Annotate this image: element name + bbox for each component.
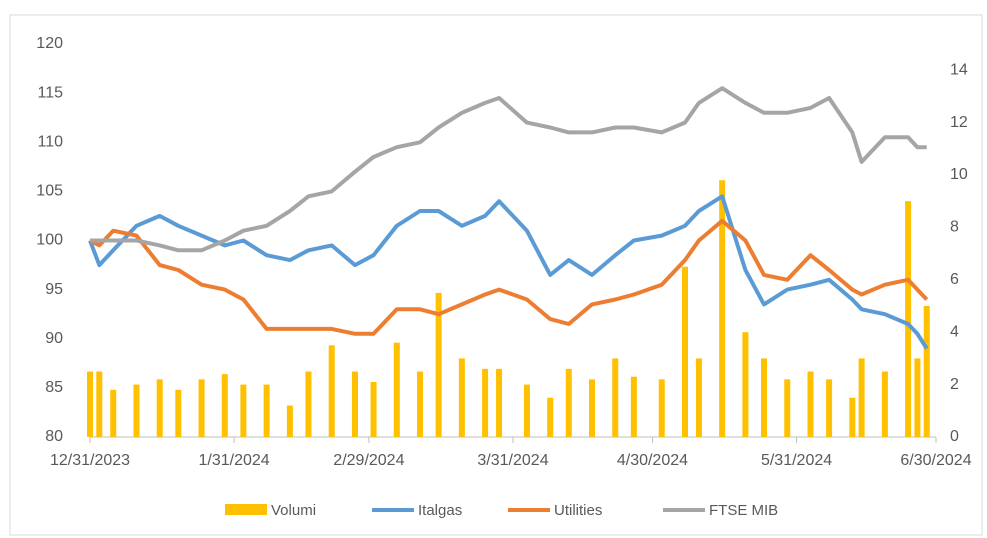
bar — [351, 371, 358, 437]
y-tick-label: 110 — [37, 133, 63, 150]
y-tick-label: 115 — [37, 84, 63, 101]
y-tick-label: 105 — [36, 183, 63, 200]
x-tick-label: 5/31/2024 — [761, 452, 832, 469]
bar — [784, 379, 791, 437]
bar — [914, 358, 921, 437]
x-tick-label: 3/31/2024 — [477, 452, 548, 469]
bar — [807, 371, 814, 437]
bar — [133, 384, 140, 437]
bar — [881, 371, 888, 437]
bar — [826, 379, 833, 437]
x-tick-label: 12/31/2023 — [50, 452, 130, 469]
x-tick-label: 4/30/2024 — [617, 452, 688, 469]
bar — [849, 397, 856, 437]
bar — [175, 389, 182, 437]
bar — [110, 389, 117, 437]
bar — [681, 266, 688, 437]
y2-tick-label: 10 — [950, 166, 968, 183]
bar — [240, 384, 247, 437]
y-tick-label: 95 — [45, 281, 63, 298]
y2-tick-label: 12 — [950, 114, 968, 131]
bar — [305, 371, 312, 437]
bar — [905, 201, 912, 437]
y-tick-label: 90 — [45, 330, 63, 347]
legend-label: FTSE MIB — [709, 502, 778, 519]
bar — [482, 368, 489, 437]
bar — [87, 371, 93, 437]
x-tick-label: 6/30/2024 — [900, 452, 971, 469]
y-tick-label: 85 — [45, 379, 63, 396]
bar — [612, 358, 619, 437]
bar — [263, 384, 270, 437]
y2-tick-label: 14 — [950, 61, 968, 78]
bar — [630, 376, 637, 437]
legend-label: Utilities — [554, 502, 602, 519]
bar — [221, 374, 228, 437]
bar — [198, 379, 205, 437]
legend-label: Volumi — [271, 502, 316, 519]
y-tick-label: 80 — [45, 428, 63, 445]
bar — [435, 292, 442, 437]
bar — [658, 379, 665, 437]
bar — [156, 379, 163, 437]
y2-tick-label: 0 — [950, 428, 959, 445]
y2-tick-label: 4 — [950, 323, 959, 340]
y2-tick-label: 2 — [950, 376, 959, 393]
bar — [417, 371, 424, 437]
bar — [719, 180, 726, 438]
legend-label: Italgas — [418, 502, 462, 519]
line — [90, 86, 927, 253]
legend-swatch — [225, 504, 267, 515]
bar — [565, 368, 572, 437]
y-tick-label: 100 — [36, 232, 63, 249]
bar — [547, 397, 554, 437]
bar — [589, 379, 596, 437]
bar — [695, 358, 702, 437]
x-tick-label: 2/29/2024 — [333, 452, 404, 469]
bar — [370, 381, 377, 437]
bar — [742, 332, 749, 437]
bar — [458, 358, 465, 437]
bar — [858, 358, 865, 437]
bar — [393, 342, 400, 437]
y2-tick-label: 6 — [950, 271, 959, 288]
bar — [761, 358, 768, 437]
bar — [923, 306, 930, 437]
y-tick-label: 120 — [36, 35, 63, 52]
bar — [286, 405, 293, 437]
bar — [523, 384, 530, 437]
bar — [328, 345, 335, 437]
bar — [496, 368, 503, 437]
bar — [96, 371, 103, 437]
y2-tick-label: 8 — [950, 219, 959, 236]
x-tick-label: 1/31/2024 — [199, 452, 270, 469]
line — [89, 218, 929, 336]
